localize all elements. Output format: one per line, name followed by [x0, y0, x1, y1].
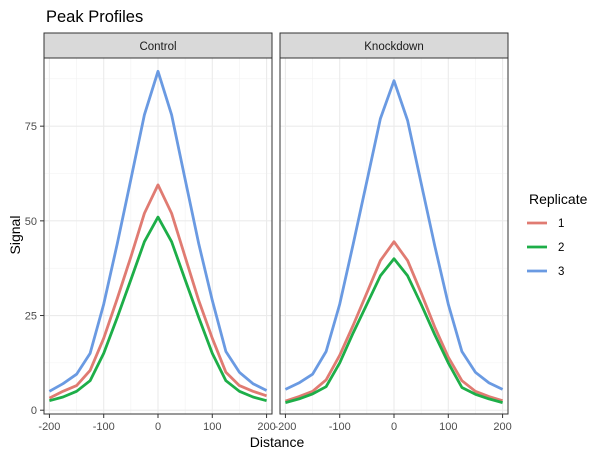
x-tick-label: -100: [329, 421, 351, 433]
y-axis-ticks: 0 25 50 75: [25, 121, 44, 417]
x-tick-label: 0: [391, 421, 397, 433]
x-tick-label: -200: [38, 421, 60, 433]
legend: Replicate 1 2 3: [527, 191, 588, 278]
legend-item-2: 2: [527, 242, 564, 254]
x-axis-ticks: -200 -100 0 100 200: [274, 414, 512, 433]
x-tick-label: 0: [155, 421, 161, 433]
y-tick-label: 75: [25, 121, 37, 133]
series-line-replicate-1: [284, 240, 504, 403]
facet-strip-label: Knockdown: [364, 41, 423, 53]
x-tick-label: 100: [203, 421, 221, 433]
legend-item-label: 3: [558, 266, 564, 278]
legend-title: Replicate: [529, 191, 588, 207]
y-tick-label: 50: [25, 216, 37, 228]
y-axis-label: Signal: [7, 216, 23, 255]
series-line-replicate-1: [48, 183, 268, 400]
legend-item-3: 3: [527, 266, 564, 278]
x-tick-label: 200: [493, 421, 511, 433]
major-gridlines: [280, 58, 508, 414]
chart-title: Peak Profiles: [46, 8, 143, 26]
facet-panels: Control -200 -100 0 100 200 0 25 50 75 Knockdown -2…: [25, 32, 512, 433]
panel-control: Control -200 -100 0 100 200 0 25 50 75: [25, 32, 276, 433]
series-line-replicate-2: [49, 215, 267, 403]
x-tick-label: -200: [274, 421, 296, 433]
series-lines: [284, 79, 504, 404]
x-axis-ticks: -200 -100 0 100 200: [38, 414, 276, 433]
series-line-replicate-3: [48, 69, 268, 393]
series-line-replicate-3: [284, 79, 504, 391]
x-tick-label: -100: [93, 421, 115, 433]
legend-item-label: 2: [558, 242, 564, 254]
panel-knockdown: Knockdown -200 -100 0 100 200: [274, 32, 512, 433]
series-lines: [48, 69, 268, 403]
facet-strip-label: Control: [139, 41, 176, 53]
y-tick-label: 0: [31, 405, 37, 417]
facet-strip: [43, 32, 273, 59]
legend-item-1: 1: [527, 218, 564, 230]
x-axis-label: Distance: [250, 434, 305, 450]
series-line-replicate-2: [285, 257, 503, 404]
major-gridlines: [44, 58, 272, 414]
x-tick-label: 100: [439, 421, 457, 433]
facet-strip: [279, 32, 509, 59]
x-tick-label: 200: [257, 421, 275, 433]
legend-item-label: 1: [558, 218, 564, 230]
y-tick-label: 25: [25, 311, 37, 323]
